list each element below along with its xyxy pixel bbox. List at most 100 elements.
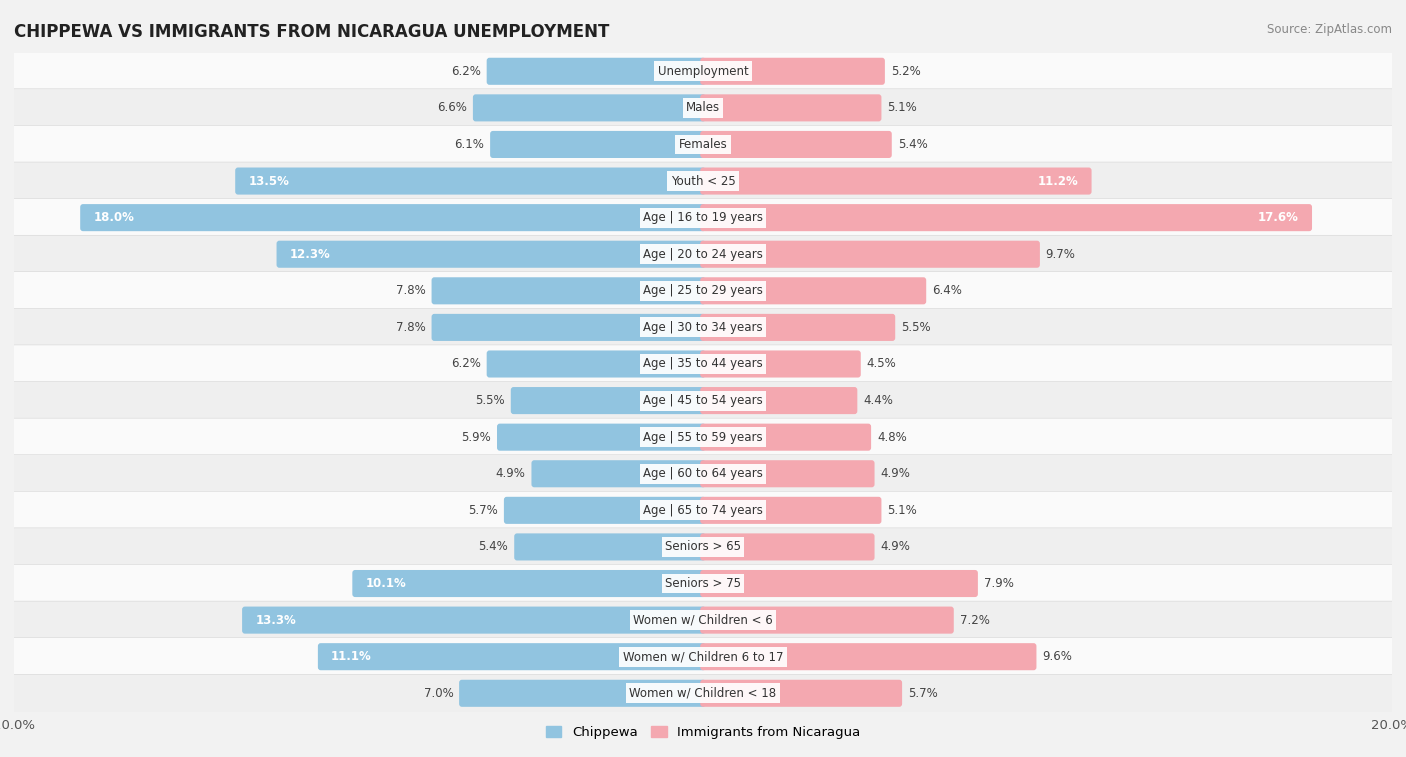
Text: 9.7%: 9.7%	[1046, 248, 1076, 260]
Text: 7.8%: 7.8%	[396, 285, 426, 298]
Text: 6.1%: 6.1%	[454, 138, 484, 151]
FancyBboxPatch shape	[353, 570, 706, 597]
Text: 5.9%: 5.9%	[461, 431, 491, 444]
Text: 7.0%: 7.0%	[423, 687, 453, 699]
Text: 4.9%: 4.9%	[880, 467, 910, 480]
Text: 7.9%: 7.9%	[984, 577, 1014, 590]
Text: Age | 25 to 29 years: Age | 25 to 29 years	[643, 285, 763, 298]
FancyBboxPatch shape	[14, 126, 1392, 164]
FancyBboxPatch shape	[14, 601, 1392, 639]
Text: 5.5%: 5.5%	[475, 394, 505, 407]
FancyBboxPatch shape	[700, 570, 979, 597]
Text: 11.2%: 11.2%	[1038, 175, 1078, 188]
FancyBboxPatch shape	[14, 674, 1392, 712]
FancyBboxPatch shape	[14, 491, 1392, 529]
Text: Age | 45 to 54 years: Age | 45 to 54 years	[643, 394, 763, 407]
FancyBboxPatch shape	[318, 643, 706, 670]
FancyBboxPatch shape	[14, 565, 1392, 603]
Text: Age | 16 to 19 years: Age | 16 to 19 years	[643, 211, 763, 224]
FancyBboxPatch shape	[432, 277, 706, 304]
Text: 4.8%: 4.8%	[877, 431, 907, 444]
FancyBboxPatch shape	[14, 89, 1392, 127]
Text: 5.7%: 5.7%	[908, 687, 938, 699]
FancyBboxPatch shape	[700, 314, 896, 341]
FancyBboxPatch shape	[486, 58, 706, 85]
Text: 6.6%: 6.6%	[437, 101, 467, 114]
Text: Women w/ Children < 6: Women w/ Children < 6	[633, 614, 773, 627]
Text: CHIPPEWA VS IMMIGRANTS FROM NICARAGUA UNEMPLOYMENT: CHIPPEWA VS IMMIGRANTS FROM NICARAGUA UN…	[14, 23, 609, 41]
FancyBboxPatch shape	[14, 418, 1392, 456]
FancyBboxPatch shape	[700, 350, 860, 378]
Text: 5.5%: 5.5%	[901, 321, 931, 334]
FancyBboxPatch shape	[700, 606, 953, 634]
Text: 18.0%: 18.0%	[93, 211, 134, 224]
Text: 9.6%: 9.6%	[1042, 650, 1073, 663]
FancyBboxPatch shape	[14, 345, 1392, 383]
FancyBboxPatch shape	[700, 497, 882, 524]
Text: 6.2%: 6.2%	[451, 65, 481, 78]
FancyBboxPatch shape	[235, 167, 706, 195]
Text: 6.4%: 6.4%	[932, 285, 962, 298]
FancyBboxPatch shape	[14, 455, 1392, 493]
Text: 5.7%: 5.7%	[468, 504, 498, 517]
FancyBboxPatch shape	[700, 167, 1091, 195]
Text: Youth < 25: Youth < 25	[671, 175, 735, 188]
FancyBboxPatch shape	[515, 534, 706, 560]
Text: Women w/ Children 6 to 17: Women w/ Children 6 to 17	[623, 650, 783, 663]
Text: Age | 35 to 44 years: Age | 35 to 44 years	[643, 357, 763, 370]
FancyBboxPatch shape	[700, 643, 1036, 670]
FancyBboxPatch shape	[700, 241, 1040, 268]
FancyBboxPatch shape	[496, 424, 706, 450]
Legend: Chippewa, Immigrants from Nicaragua: Chippewa, Immigrants from Nicaragua	[540, 721, 866, 744]
Text: 5.1%: 5.1%	[887, 504, 917, 517]
FancyBboxPatch shape	[472, 95, 706, 121]
Text: Source: ZipAtlas.com: Source: ZipAtlas.com	[1267, 23, 1392, 36]
Text: 4.4%: 4.4%	[863, 394, 893, 407]
FancyBboxPatch shape	[80, 204, 706, 231]
FancyBboxPatch shape	[14, 235, 1392, 273]
Text: Females: Females	[679, 138, 727, 151]
Text: 5.4%: 5.4%	[478, 540, 509, 553]
FancyBboxPatch shape	[14, 198, 1392, 237]
FancyBboxPatch shape	[486, 350, 706, 378]
Text: 4.9%: 4.9%	[880, 540, 910, 553]
FancyBboxPatch shape	[700, 131, 891, 158]
FancyBboxPatch shape	[14, 637, 1392, 676]
FancyBboxPatch shape	[700, 424, 872, 450]
FancyBboxPatch shape	[14, 382, 1392, 419]
FancyBboxPatch shape	[700, 460, 875, 488]
Text: 5.4%: 5.4%	[897, 138, 928, 151]
Text: 5.1%: 5.1%	[887, 101, 917, 114]
Text: Seniors > 65: Seniors > 65	[665, 540, 741, 553]
Text: 6.2%: 6.2%	[451, 357, 481, 370]
FancyBboxPatch shape	[460, 680, 706, 707]
FancyBboxPatch shape	[14, 162, 1392, 200]
Text: 4.9%: 4.9%	[496, 467, 526, 480]
Text: 5.2%: 5.2%	[891, 65, 921, 78]
Text: Age | 65 to 74 years: Age | 65 to 74 years	[643, 504, 763, 517]
Text: 13.3%: 13.3%	[256, 614, 295, 627]
Text: Age | 20 to 24 years: Age | 20 to 24 years	[643, 248, 763, 260]
FancyBboxPatch shape	[510, 387, 706, 414]
Text: Women w/ Children < 18: Women w/ Children < 18	[630, 687, 776, 699]
Text: 11.1%: 11.1%	[330, 650, 371, 663]
FancyBboxPatch shape	[242, 606, 706, 634]
FancyBboxPatch shape	[700, 58, 884, 85]
FancyBboxPatch shape	[700, 680, 903, 707]
Text: Age | 55 to 59 years: Age | 55 to 59 years	[643, 431, 763, 444]
FancyBboxPatch shape	[700, 95, 882, 121]
FancyBboxPatch shape	[700, 534, 875, 560]
Text: Seniors > 75: Seniors > 75	[665, 577, 741, 590]
FancyBboxPatch shape	[700, 387, 858, 414]
Text: 10.1%: 10.1%	[366, 577, 406, 590]
Text: Age | 30 to 34 years: Age | 30 to 34 years	[643, 321, 763, 334]
FancyBboxPatch shape	[14, 528, 1392, 566]
FancyBboxPatch shape	[432, 314, 706, 341]
FancyBboxPatch shape	[14, 308, 1392, 347]
FancyBboxPatch shape	[491, 131, 706, 158]
Text: Males: Males	[686, 101, 720, 114]
FancyBboxPatch shape	[14, 272, 1392, 310]
Text: 4.5%: 4.5%	[866, 357, 897, 370]
Text: 17.6%: 17.6%	[1258, 211, 1299, 224]
Text: Age | 60 to 64 years: Age | 60 to 64 years	[643, 467, 763, 480]
